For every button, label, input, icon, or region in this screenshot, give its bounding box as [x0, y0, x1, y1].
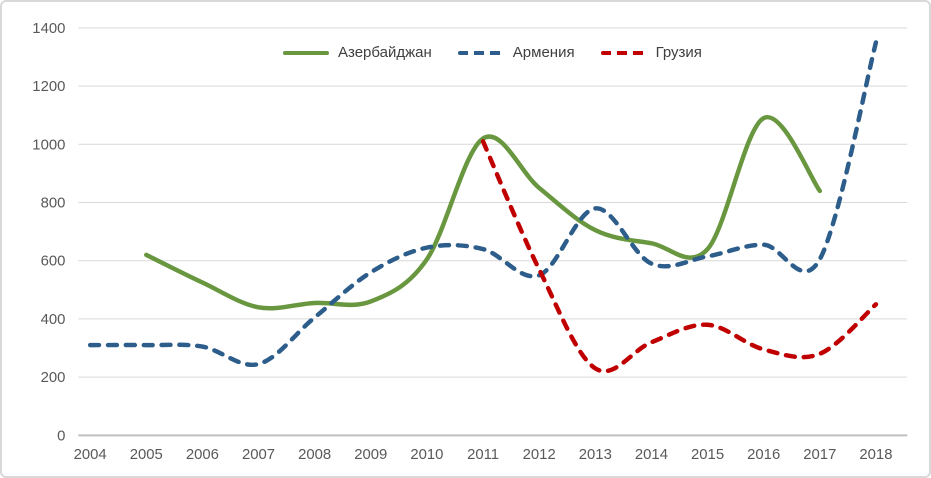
series-line-georgia	[480, 139, 879, 374]
legend-label: Армения	[512, 44, 575, 61]
y-axis-tick-label: 1000	[32, 137, 65, 153]
legend-label: Азербайджан	[338, 44, 432, 61]
y-axis-tick-label: 800	[41, 195, 66, 211]
legend-line-sample	[283, 50, 329, 55]
y-axis-tick-label: 1400	[32, 21, 65, 37]
chart-legend: Азербайджан Армения Грузия	[283, 44, 702, 61]
y-axis-tick-label: 600	[41, 254, 66, 270]
legend-line-sample	[457, 50, 504, 55]
y-axis-tick-label: 200	[41, 370, 66, 386]
x-axis-tick-label: 2012	[523, 447, 556, 463]
legend-item-azerbaijan: Азербайджан	[283, 44, 432, 61]
x-axis-tick-label: 2013	[579, 447, 612, 463]
y-axis-tick-label: 1200	[32, 79, 65, 95]
x-axis-tick-label: 2014	[635, 447, 668, 463]
x-axis-tick-label: 2018	[859, 447, 892, 463]
x-axis-tick-label: 2007	[242, 447, 275, 463]
x-axis-tick-label: 2009	[354, 447, 387, 463]
legend-item-armenia: Армения	[457, 44, 575, 61]
x-axis-tick-label: 2004	[74, 447, 107, 463]
y-axis-tick-label: 400	[41, 312, 66, 328]
series-line-armenia	[87, 40, 879, 368]
x-axis-tick-label: 2006	[186, 447, 219, 463]
x-axis-tick-label: 2011	[467, 447, 499, 463]
x-axis-tick-label: 2008	[298, 447, 331, 463]
x-axis-tick-label: 2005	[130, 447, 163, 463]
series-line-azerbaijan	[144, 115, 823, 311]
x-axis-tick-label: 2017	[803, 447, 836, 463]
x-axis-tick-label: 2010	[410, 447, 443, 463]
y-axis-tick-label: 0	[57, 428, 65, 444]
x-axis-tick-label: 2016	[747, 447, 780, 463]
legend-line-sample	[600, 50, 647, 55]
legend-label: Грузия	[655, 44, 702, 61]
x-axis-tick-label: 2015	[691, 447, 724, 463]
legend-item-georgia: Грузия	[600, 44, 702, 61]
